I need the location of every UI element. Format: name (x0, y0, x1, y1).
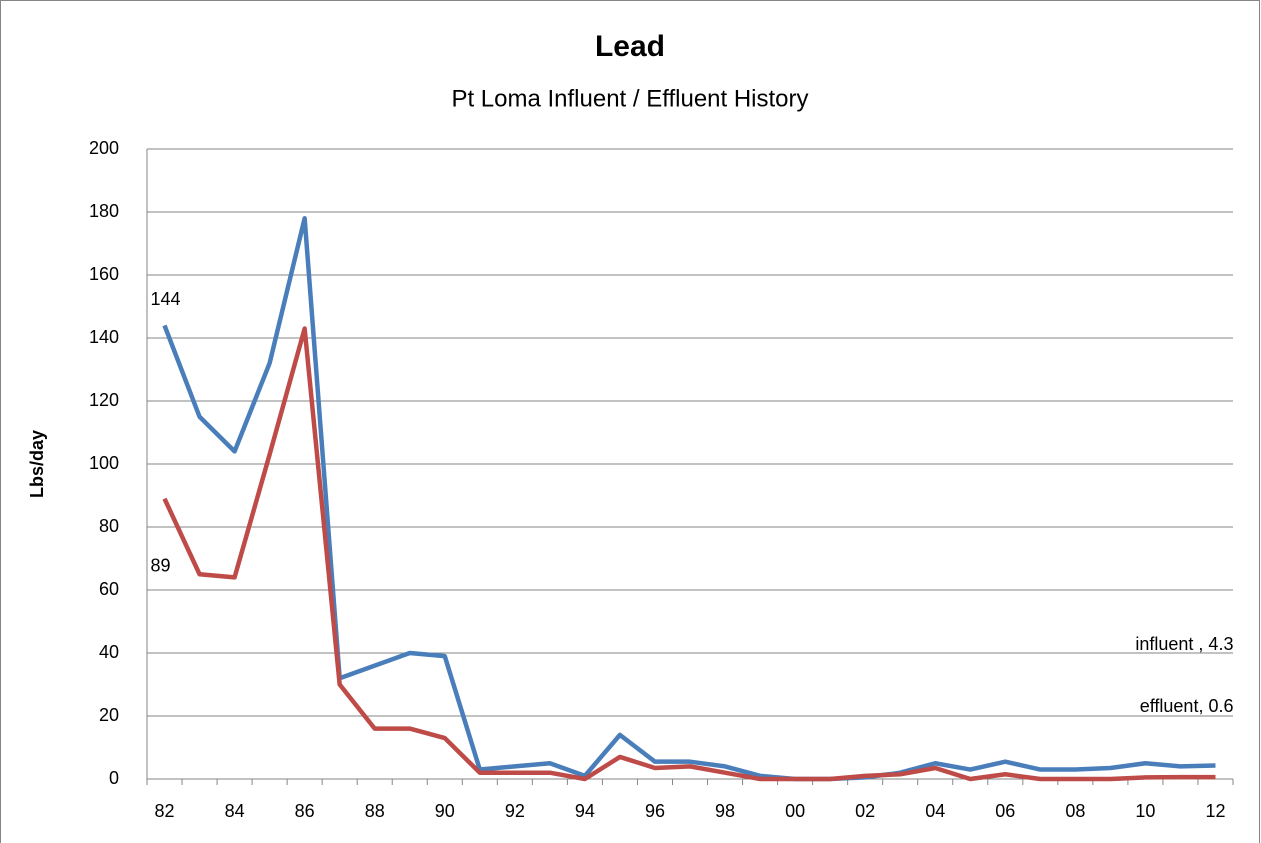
data-label: 89 (151, 555, 171, 575)
y-tick-label: 200 (89, 138, 119, 158)
y-tick-label: 180 (89, 201, 119, 221)
y-tick-label: 140 (89, 327, 119, 347)
x-tick-label: 10 (1135, 801, 1155, 821)
data-label: influent , 4.3 (1135, 634, 1233, 654)
chart-title: Lead (595, 30, 665, 63)
x-tick-label: 98 (715, 801, 735, 821)
y-tick-label: 160 (89, 264, 119, 284)
y-axis-label: Lbs/day (27, 430, 47, 498)
x-tick-label: 90 (435, 801, 455, 821)
x-tick-label: 88 (365, 801, 385, 821)
chart-subtitle: Pt Loma Influent / Effluent History (451, 85, 808, 112)
x-tick-label: 94 (575, 801, 595, 821)
x-tick-label: 82 (155, 801, 175, 821)
y-tick-label: 60 (99, 579, 119, 599)
y-tick-label: 20 (99, 705, 119, 725)
data-label: effluent, 0.6 (1140, 696, 1234, 716)
series-line (162, 326, 1216, 782)
x-tick-label: 84 (225, 801, 245, 821)
x-tick-label: 86 (295, 801, 315, 821)
x-tick-label: 08 (1065, 801, 1085, 821)
x-tick-label: 00 (785, 801, 805, 821)
x-tick-label: 02 (855, 801, 875, 821)
y-tick-label: 0 (109, 768, 119, 788)
x-tick-label: 12 (1205, 801, 1225, 821)
y-tick-label: 40 (99, 642, 119, 662)
y-tick-label: 80 (99, 516, 119, 536)
x-tick-label: 96 (645, 801, 665, 821)
x-tick-label: 92 (505, 801, 525, 821)
y-tick-label: 100 (89, 453, 119, 473)
x-tick-label: 04 (925, 801, 945, 821)
data-label: 144 (151, 289, 181, 309)
x-tick-label: 06 (995, 801, 1015, 821)
y-tick-label: 120 (89, 390, 119, 410)
